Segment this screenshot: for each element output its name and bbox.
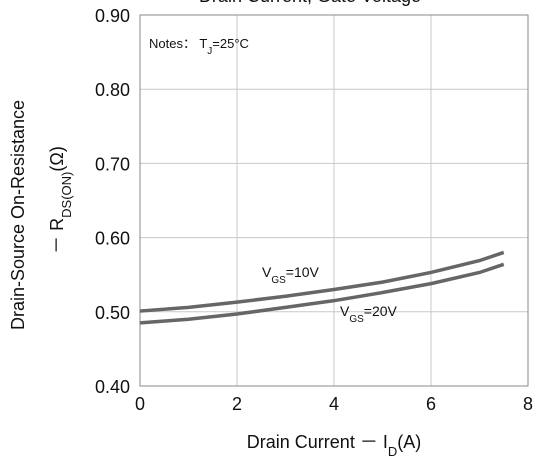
y-axis-label: － RDS(ON)(Ω) bbox=[47, 146, 74, 254]
x-axis-label-part: D bbox=[388, 444, 397, 456]
x-axis-label-part: Drain Current － I bbox=[247, 432, 388, 452]
note-part: =25°C bbox=[212, 36, 249, 51]
y-tick-label: 0.60 bbox=[95, 229, 130, 249]
series-line bbox=[139, 250, 505, 313]
series-label: VGS=10V bbox=[262, 264, 320, 286]
y-tick-label: 0.40 bbox=[95, 377, 130, 397]
x-tick-label: 2 bbox=[232, 394, 242, 414]
x-tick-label: 8 bbox=[523, 394, 533, 414]
y-axis-label-part: (Ω) bbox=[47, 146, 67, 171]
x-tick-label: 6 bbox=[426, 394, 436, 414]
series-label: VGS=20V bbox=[340, 303, 398, 325]
x-axis-label-part: (A) bbox=[397, 432, 421, 452]
y-axis-label-part: DS(ON) bbox=[59, 172, 74, 218]
y-tick-label: 0.80 bbox=[95, 80, 130, 100]
note: Notes： TJ=25°C bbox=[149, 36, 249, 57]
series-label-part: GS bbox=[349, 314, 364, 325]
note-part: J bbox=[207, 46, 212, 57]
series-label-part: =10V bbox=[286, 264, 320, 280]
plot-frame bbox=[139, 14, 529, 387]
series-line bbox=[139, 262, 505, 325]
chart-title: Drain Current, Gate Voltage bbox=[199, 0, 421, 6]
x-axis-label: Drain Current － ID(A) bbox=[247, 432, 421, 456]
y-tick-label: 0.50 bbox=[95, 303, 130, 323]
x-tick-label: 4 bbox=[329, 394, 339, 414]
y-tick-label: 0.90 bbox=[95, 6, 130, 26]
series-label-part: GS bbox=[271, 275, 286, 286]
series-label-part: =20V bbox=[364, 303, 398, 319]
series-label-part: V bbox=[340, 303, 350, 319]
x-tick-label: 0 bbox=[135, 394, 145, 414]
y-tick-label: 0.70 bbox=[95, 154, 130, 174]
note-part: Notes： T bbox=[149, 36, 207, 51]
series-label-part: V bbox=[262, 264, 272, 280]
y-axis-label-part: － R bbox=[47, 218, 67, 254]
y-axis-label: Drain-Source On-Resistance bbox=[8, 100, 28, 330]
